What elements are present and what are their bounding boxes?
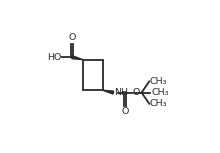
Text: CH₃: CH₃ xyxy=(150,77,167,86)
Polygon shape xyxy=(72,56,83,60)
Text: O: O xyxy=(68,33,76,42)
Text: NH: NH xyxy=(114,88,128,97)
Text: HO: HO xyxy=(47,53,62,62)
Text: O: O xyxy=(121,107,129,116)
Polygon shape xyxy=(103,90,114,94)
Text: CH₃: CH₃ xyxy=(151,88,169,97)
Text: O: O xyxy=(132,88,139,97)
Text: CH₃: CH₃ xyxy=(150,99,167,108)
